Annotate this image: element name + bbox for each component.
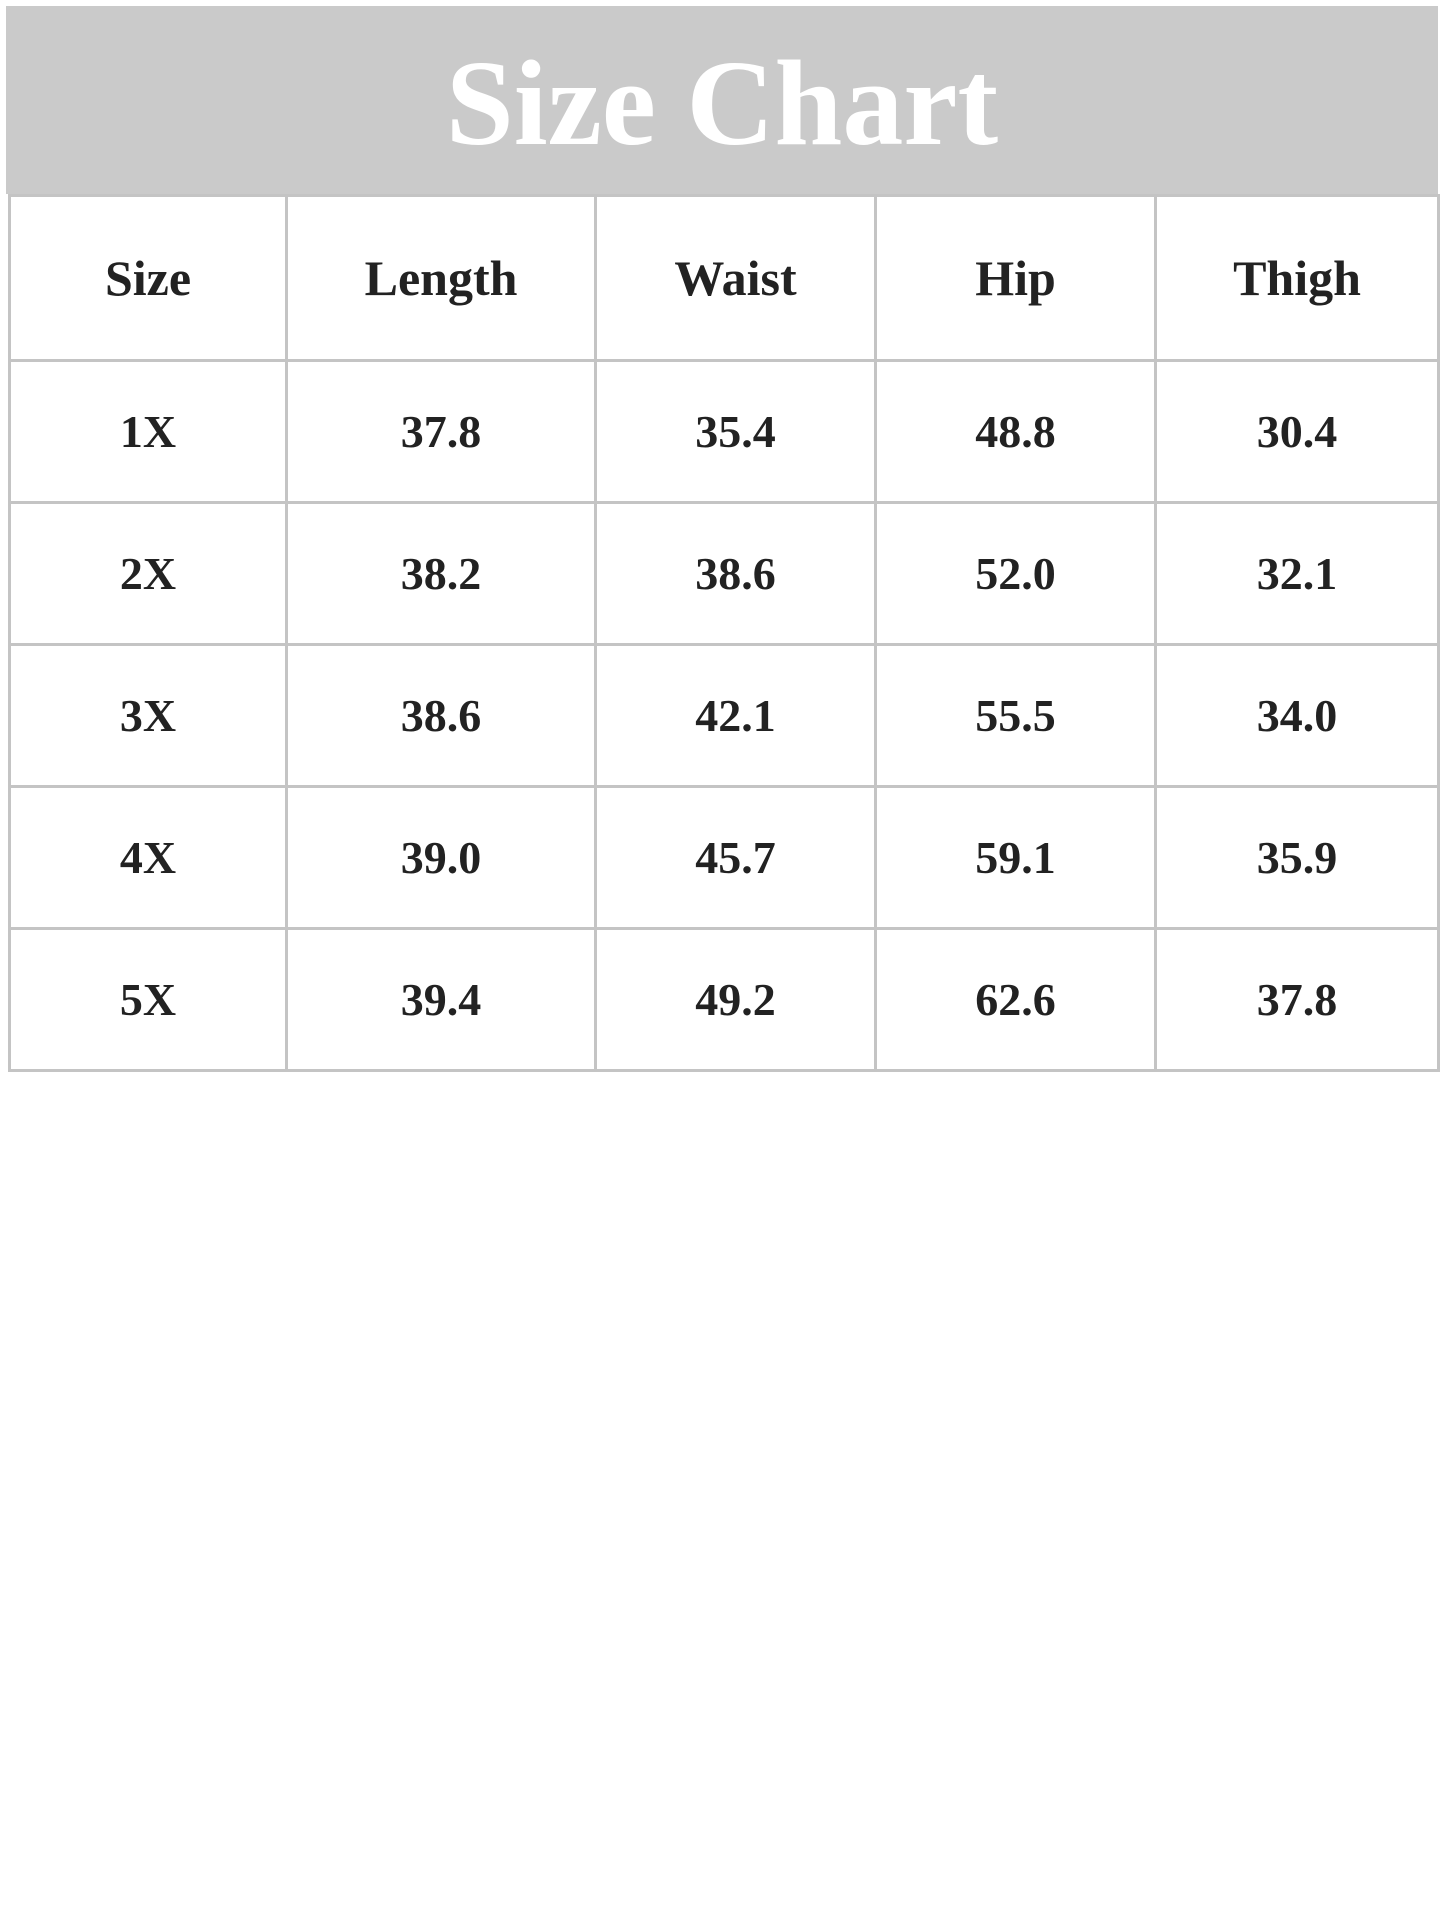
cell-hip: 59.1 bbox=[874, 785, 1157, 930]
cell-waist: 49.2 bbox=[594, 927, 877, 1072]
cell-size: 2X bbox=[8, 501, 288, 646]
cell-hip: 48.8 bbox=[874, 359, 1157, 504]
table-row: 4X 39.0 45.7 59.1 35.9 bbox=[8, 785, 1440, 930]
cell-size: 3X bbox=[8, 643, 288, 788]
cell-thigh: 35.9 bbox=[1154, 785, 1440, 930]
cell-thigh: 30.4 bbox=[1154, 359, 1440, 504]
header-hip: Hip bbox=[874, 194, 1157, 362]
cell-length: 39.0 bbox=[285, 785, 597, 930]
cell-waist: 45.7 bbox=[594, 785, 877, 930]
table-row: 2X 38.2 38.6 52.0 32.1 bbox=[8, 501, 1440, 646]
header-row: Size Length Waist Hip Thigh bbox=[8, 194, 1440, 362]
cell-waist: 42.1 bbox=[594, 643, 877, 788]
header-waist: Waist bbox=[594, 194, 877, 362]
cell-thigh: 34.0 bbox=[1154, 643, 1440, 788]
header-length: Length bbox=[285, 194, 597, 362]
page-title: Size Chart bbox=[445, 36, 999, 171]
title-bar: Size Chart bbox=[6, 6, 1438, 194]
cell-waist: 35.4 bbox=[594, 359, 877, 504]
cell-size: 1X bbox=[8, 359, 288, 504]
cell-size: 5X bbox=[8, 927, 288, 1072]
cell-size: 4X bbox=[8, 785, 288, 930]
size-table: Size Length Waist Hip Thigh 1X 37.8 35.4 48… bbox=[8, 194, 1440, 1072]
cell-thigh: 32.1 bbox=[1154, 501, 1440, 646]
table-row: 5X 39.4 49.2 62.6 37.8 bbox=[8, 927, 1440, 1072]
cell-length: 37.8 bbox=[285, 359, 597, 504]
cell-hip: 55.5 bbox=[874, 643, 1157, 788]
cell-length: 38.6 bbox=[285, 643, 597, 788]
header-size: Size bbox=[8, 194, 288, 362]
cell-thigh: 37.8 bbox=[1154, 927, 1440, 1072]
header-thigh: Thigh bbox=[1154, 194, 1440, 362]
cell-hip: 52.0 bbox=[874, 501, 1157, 646]
table-row: 3X 38.6 42.1 55.5 34.0 bbox=[8, 643, 1440, 788]
cell-length: 38.2 bbox=[285, 501, 597, 646]
cell-length: 39.4 bbox=[285, 927, 597, 1072]
cell-waist: 38.6 bbox=[594, 501, 877, 646]
table-row: 1X 37.8 35.4 48.8 30.4 bbox=[8, 359, 1440, 504]
cell-hip: 62.6 bbox=[874, 927, 1157, 1072]
